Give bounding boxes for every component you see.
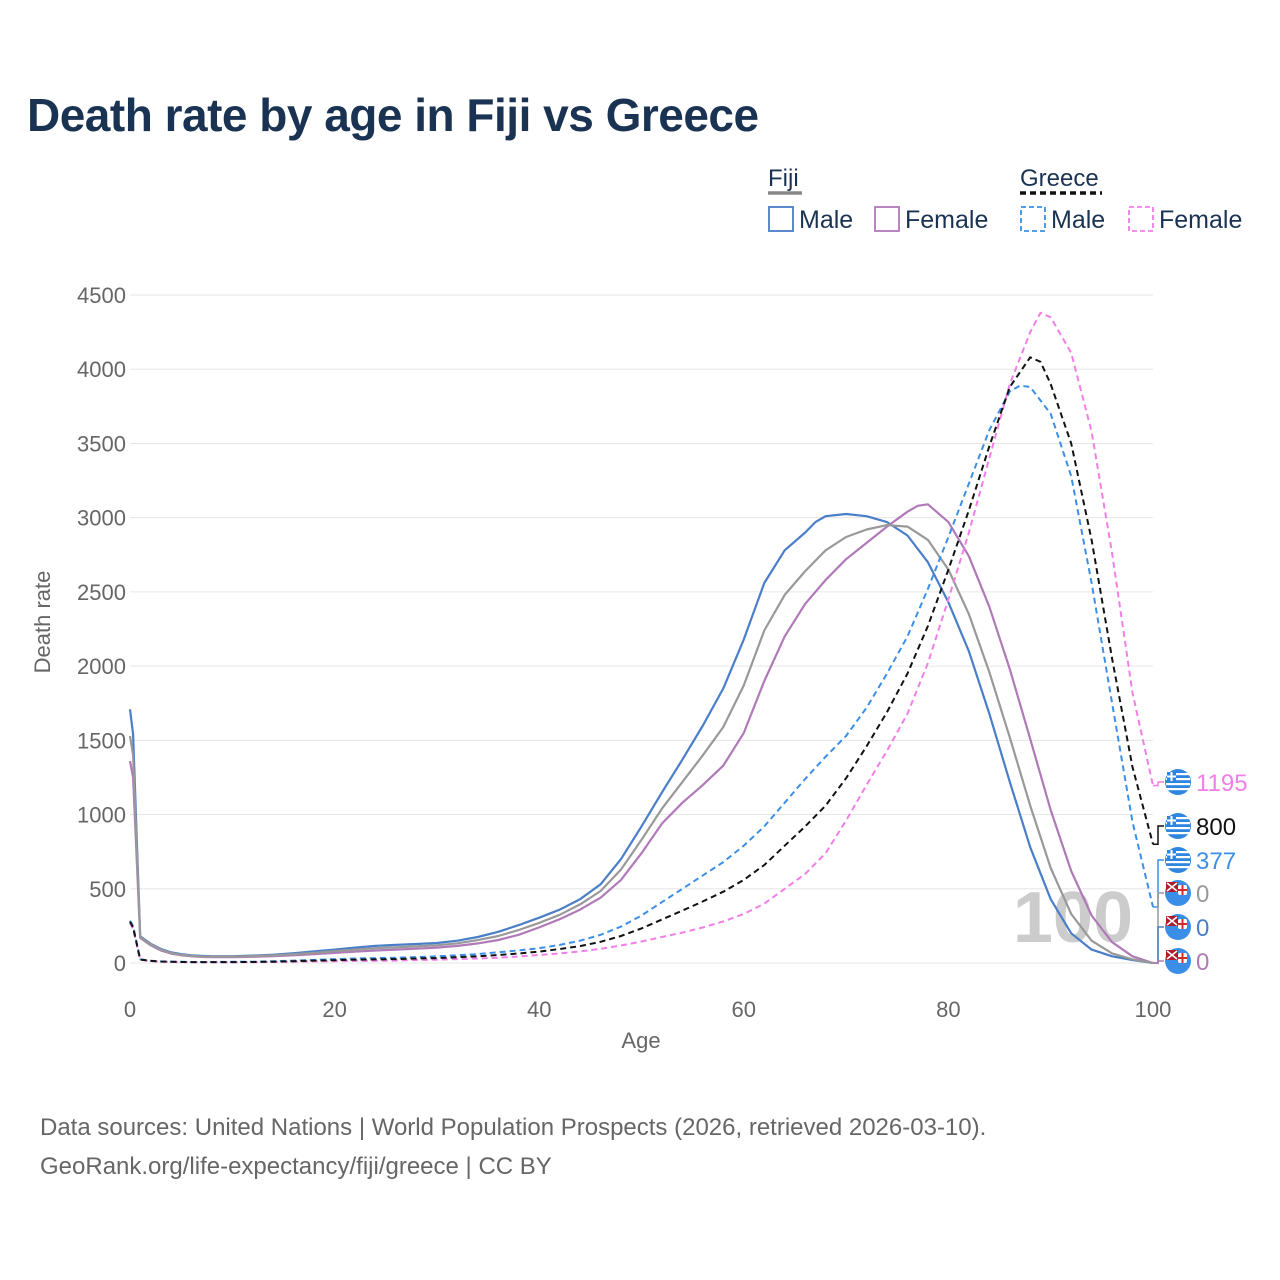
flag-stripe (1166, 861, 1190, 864)
y-axis: 0 500 1000 1500 2000 2500 3000 3500 4000 4500 (77, 283, 126, 976)
x-tick-label: 80 (936, 997, 960, 1022)
y-tick-label: 3000 (77, 506, 126, 531)
legend-swatch-fiji-female (874, 206, 900, 232)
legend-swatch-greece-male (1020, 206, 1046, 232)
flag-cross-h (1167, 819, 1176, 822)
legend-label-greece-female: Female (1159, 206, 1242, 234)
source-note: Data sources: United Nations | World Pop… (40, 1108, 986, 1186)
greece-flag-icon (1165, 847, 1191, 873)
flag-saltire (1166, 882, 1178, 892)
greece-flag-icon (1165, 813, 1191, 839)
end-label-value: 800 (1196, 814, 1236, 841)
series-line-fiji-male (128, 512, 1154, 965)
flag-stripe (1166, 773, 1190, 776)
y-axis-title: Death rate (30, 571, 55, 674)
x-tick-label: 60 (732, 997, 756, 1022)
end-label-value: 0 (1196, 881, 1209, 908)
x-tick-label: 0 (124, 997, 136, 1022)
flag-stripe (1166, 851, 1190, 854)
y-tick-label: 2500 (77, 580, 126, 605)
legend-swatch-fiji-male (768, 206, 794, 232)
flag-stripe (1166, 856, 1190, 859)
end-label-connector (1153, 781, 1164, 787)
end-label-value: 377 (1196, 848, 1236, 875)
flag-shield-cross (1178, 957, 1187, 959)
series-line-fiji-both (128, 524, 1154, 965)
greece-flag-icon (1165, 769, 1191, 795)
series-line-fiji-female (128, 503, 1154, 965)
x-tick-label: 100 (1135, 997, 1172, 1022)
grid (130, 294, 1153, 964)
y-tick-label: 500 (89, 877, 126, 902)
source-line-2[interactable]: GeoRank.org/life-expectancy/fiji/greece … (40, 1153, 552, 1180)
x-axis: 0 20 40 60 80 100 (124, 997, 1171, 1022)
flag-shield-cross (1178, 889, 1187, 891)
flag-saltire (1166, 916, 1178, 926)
legend-swatch-greece-female (1128, 206, 1154, 232)
end-label-connector (1153, 960, 1164, 964)
end-label-value: 1195 (1196, 770, 1248, 797)
end-labels: 1195 800 377 0 0 0 (1153, 769, 1248, 976)
flag-cross-h (1167, 853, 1176, 856)
y-tick-label: 2000 (77, 654, 126, 679)
end-label-connector (1153, 859, 1164, 908)
flag-stripe (1166, 817, 1190, 820)
flag-saltire (1166, 950, 1178, 960)
legend-label-fiji-male: Male (799, 206, 853, 234)
y-tick-label: 3500 (77, 431, 126, 456)
flag-stripe (1166, 778, 1190, 781)
legend-group-fiji: Fiji (768, 165, 799, 192)
fiji-flag-icon (1165, 914, 1191, 940)
y-tick-label: 1500 (77, 728, 126, 753)
series-lines (128, 311, 1154, 965)
legend-group-greece: Greece (1020, 165, 1099, 192)
x-tick-label: 40 (527, 997, 551, 1022)
fiji-flag-icon (1165, 948, 1191, 974)
end-label-value: 0 (1196, 949, 1209, 976)
flag-stripe (1166, 866, 1190, 869)
flag-cross-h (1167, 775, 1176, 778)
legend-label-fiji-female: Female (905, 206, 988, 234)
end-label-connector (1153, 825, 1164, 845)
legend-label-greece-male: Male (1051, 206, 1105, 234)
y-tick-label: 4000 (77, 357, 126, 382)
flag-stripe (1166, 783, 1190, 786)
flag-shield-cross (1178, 923, 1187, 925)
x-axis-title: Age (621, 1028, 660, 1053)
x-tick-label: 20 (322, 997, 346, 1022)
flag-stripe (1166, 832, 1190, 835)
end-label-connector (1153, 926, 1164, 964)
fiji-flag-icon (1165, 880, 1191, 906)
page-title: Death rate by age in Fiji vs Greece (27, 89, 759, 141)
series-line-greece-both (129, 356, 1154, 964)
source-line-1: Data sources: United Nations | World Pop… (40, 1114, 987, 1141)
series-line-greece-male (129, 384, 1154, 963)
flag-stripe (1166, 822, 1190, 825)
end-label-value: 0 (1196, 915, 1209, 942)
y-tick-label: 1000 (77, 803, 126, 828)
flag-stripe (1166, 827, 1190, 830)
flag-stripe (1166, 788, 1190, 791)
y-tick-label: 0 (114, 951, 126, 976)
y-tick-label: 4500 (77, 283, 126, 308)
